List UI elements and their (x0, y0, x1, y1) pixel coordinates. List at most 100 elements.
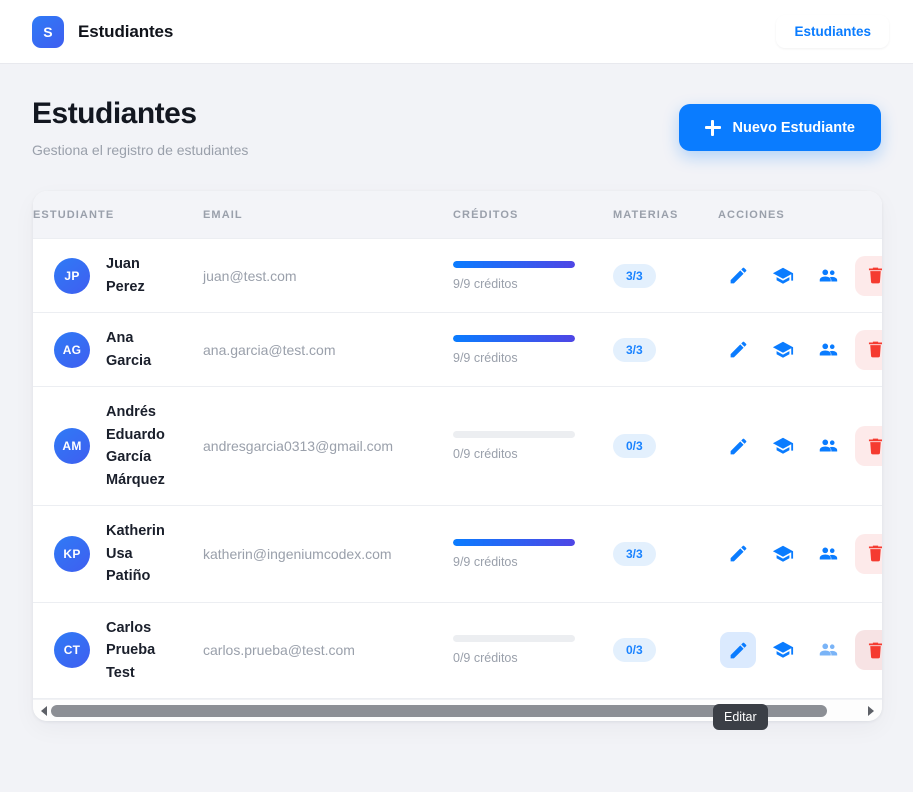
subjects-button[interactable] (765, 632, 801, 668)
cell-email: andresgarcia0313@gmail.com (203, 386, 453, 506)
avatar: JP (54, 257, 90, 294)
subjects-button[interactable] (765, 536, 801, 572)
app-logo-icon: S (32, 15, 64, 48)
column-header-email: EMAIL (203, 191, 453, 239)
pencil-edit-icon (728, 265, 749, 286)
graduation-cap-icon (772, 435, 794, 457)
pencil-edit-icon (728, 640, 749, 661)
cell-materias: 3/3 (613, 238, 718, 313)
credits-progress-bar (453, 431, 575, 438)
cell-credits: 9/9 créditos (453, 505, 613, 603)
delete-button[interactable] (855, 329, 883, 370)
column-header-creditos: CRÉDITOS (453, 191, 613, 239)
credits-label: 9/9 créditos (453, 554, 518, 569)
cell-email: carlos.prueba@test.com (203, 602, 453, 699)
credits-progress-fill (453, 334, 575, 342)
cell-acciones (718, 602, 882, 699)
avatar: KP (54, 535, 90, 572)
avatar: AM (54, 428, 90, 464)
cell-acciones (718, 238, 883, 313)
table-header: ESTUDIANTE EMAIL CRÉDITOS MATERIAS ACCIO… (33, 191, 882, 239)
scroll-right-arrow-icon[interactable] (864, 700, 878, 722)
group-button[interactable] (810, 536, 846, 572)
delete-button[interactable] (855, 533, 882, 574)
students-table: ESTUDIANTE EMAIL CRÉDITOS MATERIAS ACCIO… (33, 191, 882, 699)
cell-email: juan@test.com (203, 238, 453, 313)
cell-student: KP Katherin Usa Patiño (33, 505, 203, 603)
cell-acciones (718, 386, 882, 506)
brand: S Estudiantes (32, 15, 173, 48)
trash-delete-icon (865, 640, 883, 661)
people-group-icon (817, 435, 839, 457)
nav-button-estudiantes[interactable]: Estudiantes (776, 15, 889, 48)
credits-label: 9/9 créditos (453, 350, 518, 365)
scroll-left-arrow-icon[interactable] (37, 700, 51, 722)
graduation-cap-icon (772, 543, 794, 565)
trash-delete-icon (865, 339, 883, 360)
edit-button[interactable] (720, 632, 756, 669)
table-row[interactable]: CT Carlos Prueba Test carlos.prueba@test.c… (33, 602, 882, 699)
new-student-button[interactable]: Nuevo Estudiante (678, 104, 881, 151)
student-name: Carlos Prueba Test (106, 619, 156, 681)
edit-button[interactable] (720, 536, 756, 572)
cell-acciones (718, 505, 882, 603)
edit-button[interactable] (720, 258, 756, 294)
subjects-button[interactable] (765, 258, 801, 294)
subjects-button[interactable] (765, 428, 801, 464)
cell-email: katherin@ingeniumcodex.com (203, 505, 453, 603)
student-name: Ana Garcia (106, 330, 152, 369)
status-badge: 0/3 (613, 434, 656, 458)
credits-label: 9/9 créditos (453, 276, 518, 291)
new-student-button-label: Nuevo Estudiante (732, 119, 855, 136)
page-header: Estudiantes Gestiona el registro de estu… (32, 97, 881, 158)
cell-materias: 3/3 (613, 505, 718, 603)
cell-materias: 0/3 (613, 602, 718, 699)
table-row[interactable]: AG Ana Garcia ana.garcia@test.com 9/9 crédi… (33, 312, 883, 387)
group-button[interactable] (810, 258, 846, 294)
group-button[interactable] (810, 428, 846, 464)
page-content: Estudiantes Gestiona el registro de estu… (0, 64, 913, 158)
page-title: Estudiantes (32, 97, 197, 130)
delete-button[interactable] (855, 426, 882, 466)
page-subtitle: Gestiona el registro de estudiantes (32, 142, 249, 158)
cell-credits: 9/9 créditos (453, 312, 613, 387)
delete-button[interactable] (855, 255, 883, 296)
people-group-icon (817, 265, 839, 287)
cell-materias: 0/3 (613, 386, 718, 506)
status-badge: 3/3 (613, 263, 656, 288)
cell-email: ana.garcia@test.com (203, 312, 453, 387)
graduation-cap-icon (772, 265, 794, 287)
student-name: Andrés Eduardo García Márquez (106, 404, 165, 488)
student-name: Juan Perez (106, 256, 145, 295)
column-header-estudiante: ESTUDIANTE (33, 191, 203, 239)
edit-button[interactable] (720, 332, 756, 368)
delete-button[interactable] (855, 630, 883, 671)
credits-progress-bar (453, 334, 575, 342)
subjects-button[interactable] (765, 332, 801, 368)
trash-delete-icon (865, 265, 883, 286)
plus-icon (704, 119, 721, 136)
cell-materias: 3/3 (613, 312, 718, 387)
cell-student: CT Carlos Prueba Test (33, 602, 203, 699)
group-button[interactable] (810, 332, 846, 368)
cell-student: JP Juan Perez (33, 238, 203, 313)
graduation-cap-icon (772, 639, 794, 661)
credits-label: 0/9 créditos (453, 651, 518, 666)
table-row[interactable]: AM Andrés Eduardo García Márquez andresgar… (33, 386, 882, 506)
avatar: CT (54, 632, 90, 669)
group-button[interactable] (810, 632, 846, 668)
people-group-icon (817, 639, 839, 661)
table-row[interactable]: KP Katherin Usa Patiño katherin@ingeniumco… (33, 505, 882, 603)
cell-credits: 9/9 créditos (453, 238, 613, 313)
scrollbar-track[interactable] (51, 700, 864, 722)
cell-student: AG Ana Garcia (33, 312, 203, 387)
edit-button[interactable] (720, 428, 756, 464)
credits-progress-bar (453, 538, 575, 546)
horizontal-scrollbar[interactable] (33, 699, 882, 721)
table-row[interactable]: JP Juan Perez juan@test.com 9/9 créditos 3/3 (33, 238, 883, 313)
scrollbar-thumb[interactable] (51, 704, 828, 717)
top-navigation-bar: S Estudiantes Estudiantes (0, 0, 913, 64)
column-header-materias: MATERIAS (613, 191, 718, 239)
table-header-row: ESTUDIANTE EMAIL CRÉDITOS MATERIAS ACCIO… (33, 191, 882, 239)
credits-progress-bar (453, 635, 575, 643)
